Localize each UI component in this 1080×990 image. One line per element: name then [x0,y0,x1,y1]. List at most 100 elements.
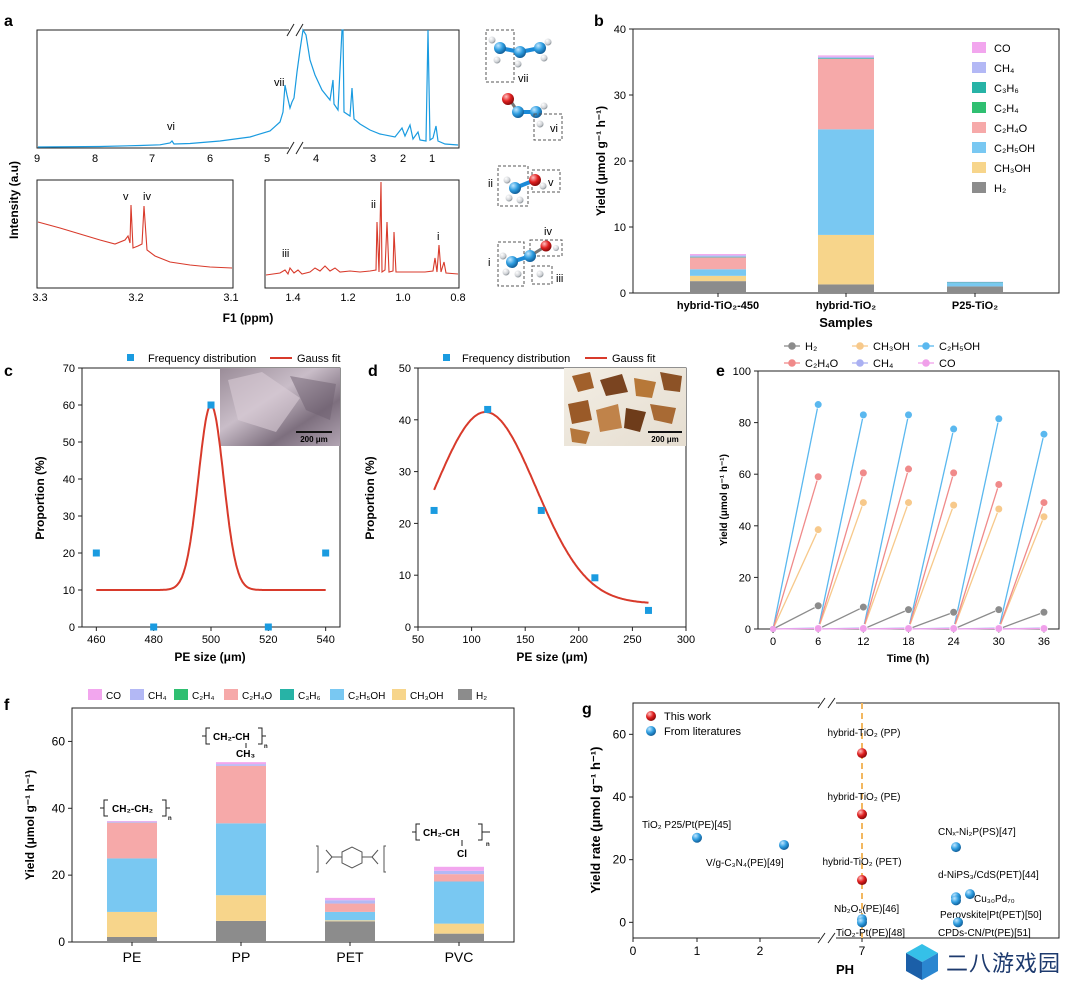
panel-g-letter: g [582,701,592,718]
f-legend-swatch-C₃H₆ [280,689,294,700]
peak-label-i: i [437,231,439,243]
b-bar-P25-TiO2-CH₄ [947,281,1003,283]
e-point-CH₃OH-0 [814,525,823,534]
watermark: 二八游戏园 [904,940,1074,984]
g-point-Cu₃₀Pd₇₀ [965,889,975,900]
b-bar-hybrid-TiO2-450-CH₃OH [690,275,746,282]
b-bar-hybrid-TiO2-CO [818,55,874,57]
b-xlabel-hybrid-TiO2-450: hybrid-TiO₂-450 [677,300,759,312]
structure-pe: CH₂-CH₂ n [100,799,172,822]
svg-text:vii: vii [518,73,528,85]
g-point-V/g-C₃N₄(PE)[49] [779,839,789,850]
e-legend-label-H₂: H₂ [805,341,817,353]
b-legend-label-C₂H₄O: C₂H₄O [994,123,1028,135]
f-bar-PVC-CH₃OH [434,923,484,934]
b-legend-swatch-C₂H₅OH [972,142,986,153]
e-xtick-label-0: 0 [770,636,776,648]
e-line-H₂-4 [953,609,1000,630]
e-ytick-label-40: 40 [739,521,751,533]
panel-c-letter: c [4,363,13,380]
b-legend-swatch-CH₃OH [972,162,986,173]
svg-text:CH₂-CH: CH₂-CH [423,828,460,839]
f-ytick-label-40: 40 [52,801,66,815]
svg-text:CH₃: CH₃ [236,749,255,760]
d-point-265 [644,606,652,614]
g-legend-label-this-work: This work [664,711,712,723]
c-ytick-label-50: 50 [63,437,75,449]
panel-e: e Yield (μmol g⁻¹ h⁻¹) Time (h) H₂ CH₃OH C… [716,341,1060,665]
g-point-label-Perovskite|Pt(PET)[50]: Perovskite|Pt(PET)[50] [940,910,1042,921]
svg-text:5: 5 [264,153,270,165]
e-legend-label-CH₃OH: CH₃OH [873,341,910,353]
panel-e-letter: e [716,363,725,380]
b-xlabel-hybrid-TiO2: hybrid-TiO₂ [816,300,876,312]
d-xtick-label-300: 300 [677,634,695,646]
watermark-text: 二八游戏园 [946,952,1062,977]
e-point-CO-5 [1039,624,1049,633]
svg-text:1.2: 1.2 [340,292,355,304]
b-legend-swatch-H₂ [972,182,986,193]
svg-text:n: n [264,744,268,750]
chart-c-ylabel: Proportion (%) [33,456,47,539]
f-bar-PE-C₂H₄O [107,822,157,859]
svg-text:Frequency distribution: Frequency distribution [462,353,570,365]
e-line-CO-5 [998,627,1044,630]
g-point-label-hybrid-TiO₂ (PET): hybrid-TiO₂ (PET) [822,857,901,868]
e-line-CO-3 [908,627,954,630]
chart-d-ylabel: Proportion (%) [363,456,377,539]
svg-text:1.4: 1.4 [285,292,300,304]
e-point-H₂-2 [904,605,913,614]
chart-f-ylabel: Yield (μmol g⁻¹ h⁻¹) [23,770,37,880]
c-ytick-label-40: 40 [63,474,75,486]
inset-2-spectrum [265,181,459,276]
b-bar-hybrid-TiO2-C₂H₅OH [818,129,874,235]
b-ytick-label-30: 30 [614,90,626,102]
f-legend-label-CH₄: CH₄ [148,691,167,702]
c-point-520 [264,623,272,631]
e-point-C₂H₄O-2 [904,464,913,474]
svg-text:9: 9 [34,153,40,165]
g-point-label-hybrid-TiO₂ (PP): hybrid-TiO₂ (PP) [828,728,901,739]
svg-text:ii: ii [488,178,493,190]
e-legend-label-CH₄: CH₄ [873,358,894,370]
chart-c-micrograph: 200 μm [220,368,340,446]
g-legend-label-literatures: From literatures [664,726,742,738]
g-xtick-label-1: 1 [694,944,701,958]
e-line-CO-1 [818,627,864,630]
f-legend-label-CO: CO [106,691,121,702]
e-line-CH₃OH-2 [862,502,910,630]
f-bar-PVC-CO [434,866,484,871]
g-point-label-TiO₂ P25/Pt(PE)[45]: TiO₂ P25/Pt(PE)[45] [642,820,731,831]
inset-2-ticks: 1.4 1.2 1.0 0.8 [285,292,465,304]
b-bar-hybrid-TiO2-450-CH₄ [690,255,746,257]
e-point-C₂H₅OH-2 [904,410,913,419]
b-ytick-label-20: 20 [614,156,626,168]
e-legend-marker-CH₄ [856,359,864,367]
e-point-CH₃OH-4 [994,504,1003,514]
g-point-label-Nb₂O₅(PE)[46]: Nb₂O₅(PE)[46] [834,904,899,915]
g-point-label-Cu₃₀Pd₇₀: Cu₃₀Pd₇₀ [974,894,1015,905]
b-xlabel-P25-TiO2: P25-TiO₂ [952,300,998,312]
e-point-start-CO-5 [995,626,1002,632]
structure-pvc: CH₂-CH Cl n [412,823,490,860]
f-legend-swatch-CH₃OH [392,689,406,700]
svg-text:0.8: 0.8 [450,292,465,304]
e-point-H₂-5 [1039,608,1049,617]
d-point-165 [537,506,545,514]
panel-a-letter: a [4,13,13,30]
svg-text:iv: iv [544,226,552,238]
c-ytick-label-10: 10 [63,585,75,597]
chart-d-legend: Frequency distribution Gauss fit [443,353,655,365]
svg-text:Gauss fit: Gauss fit [612,353,655,365]
e-legend-marker-H₂ [788,342,796,350]
chart-d-xlabel: PE size (μm) [516,650,587,664]
b-legend-swatch-C₂H₄ [972,102,986,113]
f-legend-swatch-CO [88,689,102,700]
panel-g: g Yield rate (μmol g⁻¹ h⁻¹) PH This work… [582,697,1060,977]
f-bar-PVC-C₂H₄O [434,874,484,882]
svg-text:1.0: 1.0 [395,292,410,304]
g-point-hybrid-TiO₂ (PET) [857,875,867,886]
svg-text:3.2: 3.2 [128,292,143,304]
g-xtick-label-0: 0 [630,944,637,958]
